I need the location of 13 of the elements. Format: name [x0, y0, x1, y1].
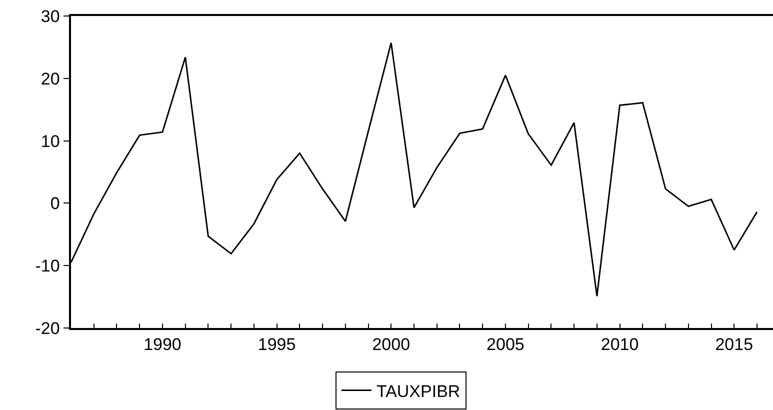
x-tick-label: 2010 [600, 335, 639, 354]
legend-label: TAUXPIBR [376, 382, 460, 401]
y-tick-label: 0 [50, 194, 60, 214]
x-tick-label: 2015 [715, 335, 754, 354]
y-tick-label: 10 [40, 132, 60, 151]
x-tick-label: 2005 [486, 335, 524, 354]
x-tick-label: 1995 [258, 335, 296, 354]
y-tick-label: -20 [35, 318, 60, 338]
y-tick-label: 20 [40, 69, 60, 88]
y-tick-label: 30 [40, 6, 60, 26]
x-tick-label: 1990 [144, 335, 182, 354]
y-tick-label: -10 [35, 256, 60, 276]
x-tick-label: 2000 [372, 335, 410, 354]
